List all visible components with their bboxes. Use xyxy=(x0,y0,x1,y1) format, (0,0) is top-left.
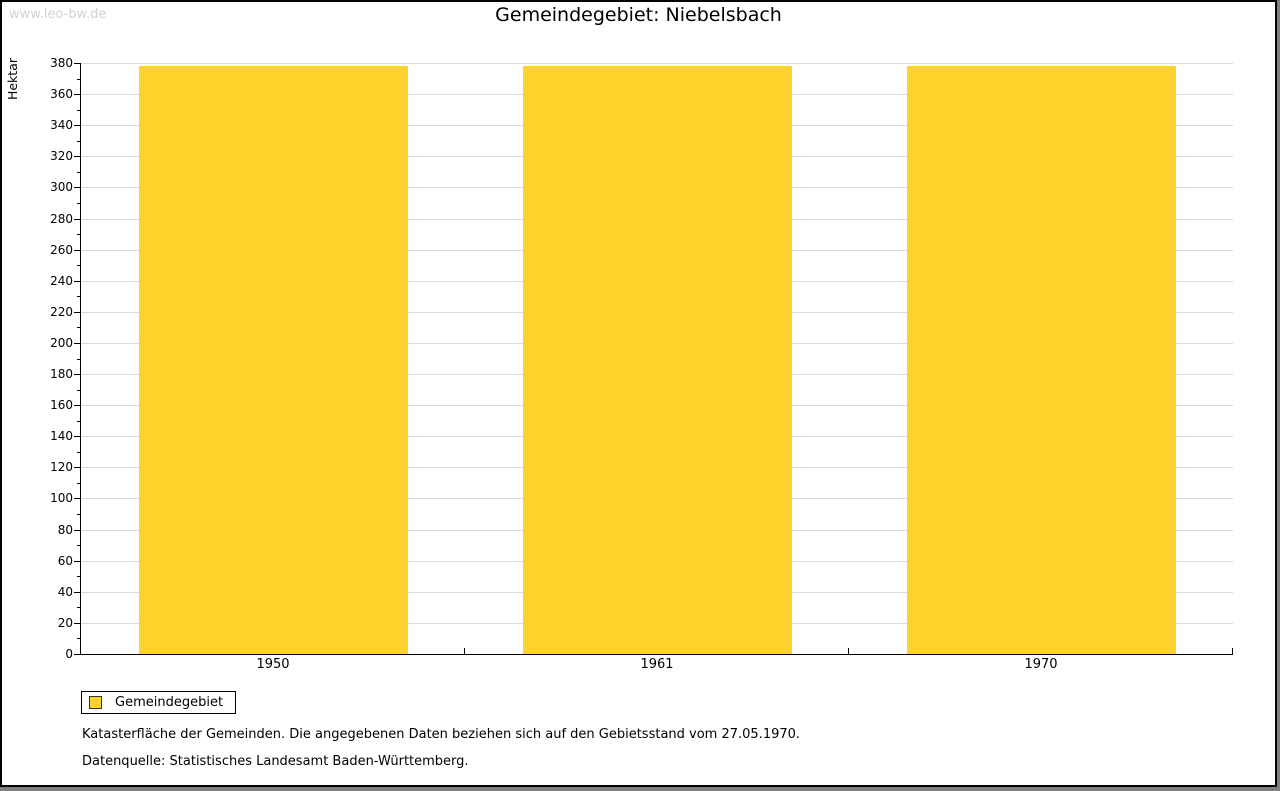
y-axis-major-tick xyxy=(74,405,81,406)
x-axis-tick xyxy=(848,648,849,654)
y-axis-minor-tick xyxy=(77,327,81,328)
y-axis-major-tick xyxy=(74,312,81,313)
y-axis-tick-label: 380 xyxy=(50,56,73,70)
y-axis-major-tick xyxy=(74,436,81,437)
y-axis-major-tick xyxy=(74,561,81,562)
y-axis-tick-label: 20 xyxy=(57,616,73,630)
y-axis-tick-label: 60 xyxy=(57,554,73,568)
y-axis-major-tick xyxy=(74,343,81,344)
y-axis-minor-tick xyxy=(77,576,81,577)
y-axis-major-tick xyxy=(74,63,81,64)
y-axis-major-tick xyxy=(74,156,81,157)
y-axis-major-tick xyxy=(74,281,81,282)
y-axis-tick-label: 240 xyxy=(50,274,73,288)
watermark: www.leo-bw.de xyxy=(9,7,107,22)
y-axis-major-tick xyxy=(74,219,81,220)
y-axis-major-tick xyxy=(74,498,81,499)
y-axis-minor-tick xyxy=(77,203,81,204)
x-axis-tick-label: 1970 xyxy=(1024,657,1058,672)
footnote-source-note: Katasterfläche der Gemeinden. Die angege… xyxy=(82,727,801,742)
y-axis-major-tick xyxy=(74,467,81,468)
bar-1961 xyxy=(523,66,792,654)
y-axis-tick-label: 100 xyxy=(50,491,73,505)
bar-1950 xyxy=(139,66,408,654)
y-axis-minor-tick xyxy=(77,110,81,111)
y-axis-tick-label: 80 xyxy=(57,523,73,537)
chart-title: Gemeindegebiet: Niebelsbach xyxy=(495,4,782,26)
y-axis-major-tick xyxy=(74,654,81,655)
y-axis-tick-label: 120 xyxy=(50,460,73,474)
footnote-data-source: Datenquelle: Statistisches Landesamt Bad… xyxy=(82,754,469,769)
y-axis-major-tick xyxy=(74,623,81,624)
x-axis-tick-label: 1950 xyxy=(256,657,290,672)
y-axis-major-tick xyxy=(74,250,81,251)
y-axis-tick-label: 300 xyxy=(50,180,73,194)
legend-swatch-gemeindegebiet xyxy=(89,696,102,709)
bar-1970 xyxy=(907,66,1176,654)
y-axis-major-tick xyxy=(74,94,81,95)
y-axis-tick-label: 260 xyxy=(50,243,73,257)
y-axis-minor-tick xyxy=(77,390,81,391)
y-axis-major-tick xyxy=(74,374,81,375)
y-axis-minor-tick xyxy=(77,638,81,639)
y-axis-minor-tick xyxy=(77,172,81,173)
y-axis-tick-label: 220 xyxy=(50,305,73,319)
y-axis-major-tick xyxy=(74,592,81,593)
y-axis-minor-tick xyxy=(77,452,81,453)
y-axis-minor-tick xyxy=(77,265,81,266)
y-axis-minor-tick xyxy=(77,359,81,360)
y-axis-minor-tick xyxy=(77,483,81,484)
x-axis-tick-label: 1961 xyxy=(640,657,674,672)
y-axis-major-tick xyxy=(74,530,81,531)
y-axis-major-tick xyxy=(74,187,81,188)
y-axis-tick-label: 340 xyxy=(50,118,73,132)
y-axis-minor-tick xyxy=(77,514,81,515)
y-axis-minor-tick xyxy=(77,421,81,422)
x-axis-tick xyxy=(464,648,465,654)
y-axis-tick-label: 320 xyxy=(50,149,73,163)
y-axis-minor-tick xyxy=(77,141,81,142)
y-axis-tick-label: 280 xyxy=(50,212,73,226)
gridline xyxy=(81,63,1233,64)
y-axis-tick-label: 360 xyxy=(50,87,73,101)
y-axis-title: Hektar xyxy=(5,58,20,101)
legend: Gemeindegebiet xyxy=(81,691,237,714)
y-axis-tick-label: 180 xyxy=(50,367,73,381)
plot-area: 0 20 40 60 80 100 120 140 160 180 200 220 240 260 280 3… xyxy=(50,56,1233,672)
y-axis-tick-label: 0 xyxy=(65,647,73,661)
y-axis-minor-tick xyxy=(77,296,81,297)
y-axis-minor-tick xyxy=(77,79,81,80)
x-axis-tick xyxy=(1232,648,1233,654)
y-axis-major-tick xyxy=(74,125,81,126)
y-axis-tick-label: 40 xyxy=(57,585,73,599)
y-axis-tick-label: 200 xyxy=(50,336,73,350)
legend-label: Gemeindegebiet xyxy=(115,695,224,710)
y-axis-minor-tick xyxy=(77,607,81,608)
y-axis-minor-tick xyxy=(77,234,81,235)
y-axis-tick-label: 140 xyxy=(50,429,73,443)
y-axis-minor-tick xyxy=(77,545,81,546)
y-axis-tick-label: 160 xyxy=(50,398,73,412)
